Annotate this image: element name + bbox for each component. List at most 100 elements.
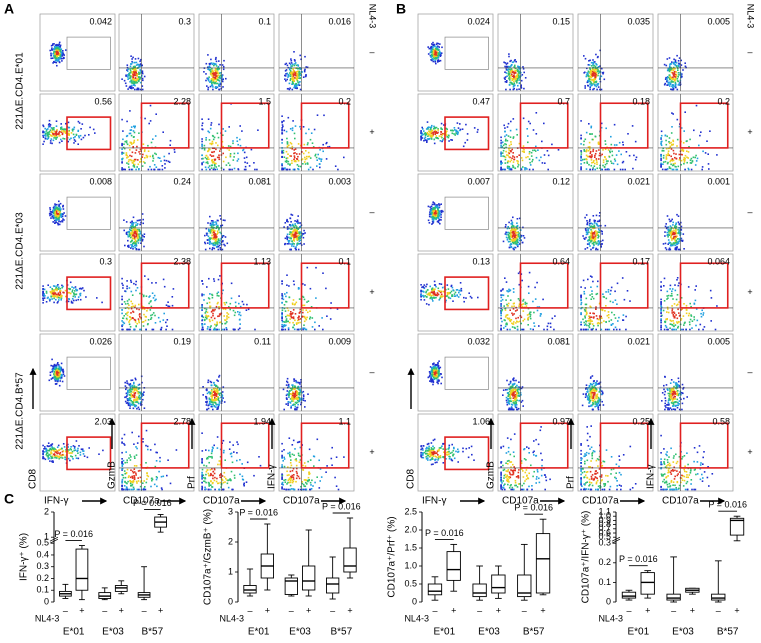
flow-event: [203, 294, 205, 296]
flow-event: [132, 294, 134, 296]
flow-event: [309, 473, 311, 475]
flow-event: [60, 299, 62, 301]
flow-event: [209, 401, 211, 403]
flow-event: [61, 369, 63, 371]
flow-event: [150, 486, 152, 488]
flow-event: [281, 324, 283, 326]
flow-event: [145, 462, 147, 464]
flow-event: [295, 83, 297, 85]
flow-event: [57, 223, 59, 225]
flow-event: [299, 478, 301, 480]
flow-event: [155, 322, 157, 324]
flow-event: [207, 157, 209, 159]
flow-event: [158, 157, 160, 159]
flow-event: [129, 169, 131, 171]
flow-event: [314, 129, 316, 131]
flow-event: [283, 457, 285, 459]
flow-event: [208, 462, 210, 464]
flow-event: [142, 321, 144, 323]
flow-event: [52, 44, 54, 46]
flow-event: [69, 292, 71, 294]
flow-event: [126, 487, 128, 489]
flow-event: [130, 483, 132, 485]
flow-event: [74, 448, 76, 450]
flow-event: [289, 318, 291, 320]
flow-event: [296, 71, 298, 73]
flow-event: [217, 157, 219, 159]
flow-event: [57, 376, 59, 378]
flow-event: [292, 214, 294, 216]
flow-event: [54, 448, 56, 450]
flow-event: [325, 143, 327, 145]
flow-event: [124, 382, 126, 384]
flow-event: [208, 278, 210, 280]
flow-event: [289, 169, 291, 171]
flow-event: [226, 321, 228, 323]
flow-event: [58, 449, 60, 451]
flow-event: [287, 453, 289, 455]
flow-event: [121, 153, 123, 155]
flow-event: [298, 75, 300, 77]
flow-event: [281, 151, 283, 153]
flow-event: [303, 469, 305, 471]
flow-event: [43, 294, 45, 296]
flow-event: [282, 460, 284, 462]
flow-event: [132, 401, 134, 403]
flow-event: [61, 285, 63, 287]
flow-event: [667, 58, 669, 60]
flow-event: [153, 158, 155, 160]
flow-plot: 0.24: [119, 174, 194, 251]
flow-event: [425, 136, 427, 138]
flow-event: [215, 142, 217, 144]
flow-event: [435, 130, 437, 132]
flow-event: [56, 129, 58, 131]
flow-event: [148, 476, 150, 478]
flow-event: [212, 297, 214, 299]
flow-event: [293, 474, 295, 476]
flow-event: [55, 377, 57, 379]
flow-event: [669, 68, 671, 70]
flow-event: [217, 464, 219, 466]
flow-event: [589, 89, 591, 91]
flow-event: [667, 70, 669, 72]
flow-event: [148, 123, 150, 125]
gate-percentage: 1.13: [253, 256, 271, 266]
flow-event: [138, 304, 140, 306]
flow-event: [78, 121, 80, 123]
flow-event: [212, 295, 214, 297]
gate-percentage: 0.56: [94, 96, 112, 106]
flow-event: [224, 304, 226, 306]
flow-event: [131, 143, 133, 145]
flow-event: [219, 64, 221, 66]
flow-event: [284, 458, 286, 460]
flow-event: [291, 160, 293, 162]
flow-event: [201, 138, 203, 140]
flow-event: [211, 468, 213, 470]
flow-event: [133, 243, 135, 245]
flow-event: [292, 146, 294, 148]
flow-event: [286, 384, 288, 386]
flow-event: [129, 400, 131, 402]
flow-event: [237, 160, 239, 162]
flow-event: [136, 308, 138, 310]
flow-event: [231, 298, 233, 300]
flow-event: [211, 453, 213, 455]
flow-event: [236, 441, 238, 443]
flow-event: [321, 476, 323, 478]
flow-event: [294, 161, 296, 163]
flow-event: [293, 236, 295, 238]
flow-event: [211, 401, 213, 403]
flow-event: [56, 120, 58, 122]
flow-event: [127, 390, 129, 392]
flow-event: [136, 146, 138, 148]
flow-event: [213, 221, 215, 223]
flow-event: [210, 326, 212, 328]
flow-event: [296, 322, 298, 324]
flow-event: [133, 404, 135, 406]
flow-event: [304, 70, 306, 72]
flow-event: [667, 76, 669, 78]
flow-event: [675, 87, 677, 89]
flow-event: [135, 290, 137, 292]
flow-event: [212, 75, 214, 77]
